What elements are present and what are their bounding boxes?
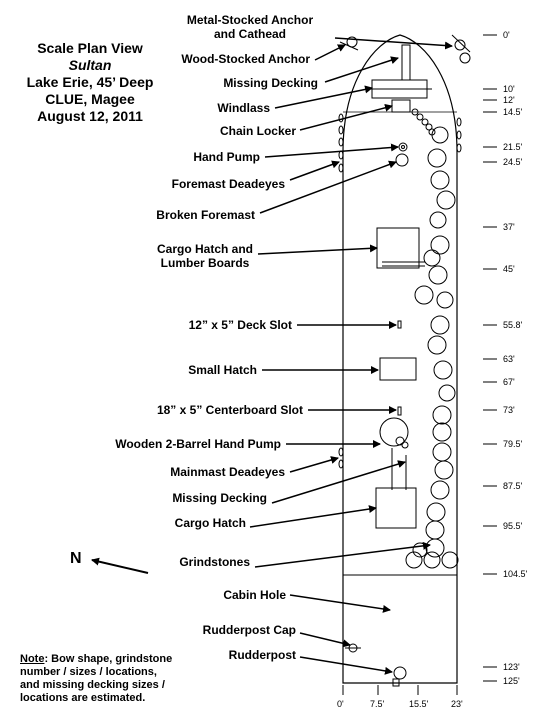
plan-title: Scale Plan View Sultan Lake Erie, 45’ De… — [10, 40, 170, 125]
title-line-5: August 12, 2011 — [37, 108, 143, 124]
label-wooden-pump: Wooden 2-Barrel Hand Pump — [115, 437, 281, 451]
label-cargo-hatch: Cargo Hatch — [174, 516, 246, 530]
rudderpost-drawing — [392, 666, 407, 687]
label-rudderpost-cap: Rudderpost Cap — [202, 623, 296, 637]
measurement-label: 37' — [503, 222, 515, 232]
wooden-pump-drawing — [379, 417, 409, 449]
label-cargo-hatch-lumber: Cargo Hatch and Lumber Boards — [150, 242, 260, 270]
north-label: N — [70, 550, 82, 567]
label-cargo-hatch-lumber-line-2: Lumber Boards — [160, 256, 250, 270]
label-chain-locker: Chain Locker — [219, 124, 296, 138]
scale-label: 7.5' — [370, 699, 385, 709]
chain-drawing — [411, 108, 436, 136]
measurement-label: 125' — [503, 676, 520, 686]
label-missing-decking-mid: Missing Decking — [172, 491, 267, 505]
title-line-2: Sultan — [68, 57, 112, 73]
north-arrow — [91, 557, 149, 574]
measurement-label: 21.5' — [503, 142, 523, 152]
label-centerboard-slot: 18” x 5” Centerboard Slot — [156, 403, 303, 417]
label-windlass: Windlass — [217, 101, 270, 115]
measurement-label: 45' — [503, 264, 515, 274]
grindstones-drawing — [405, 126, 459, 569]
label-metal-anchor-line-2: and Cathead — [213, 27, 286, 41]
scale-label: 23' — [451, 699, 463, 709]
deck-slot-drawing — [397, 320, 402, 329]
measurement-label: 123' — [503, 662, 520, 672]
label-broken-foremast: Broken Foremast — [156, 208, 255, 222]
windlass-drawing — [367, 44, 432, 113]
measurement-label: 10' — [503, 84, 515, 94]
measurement-label: 87.5' — [503, 481, 523, 491]
cargo-hatch-drawing — [375, 487, 417, 529]
label-small-hatch: Small Hatch — [188, 363, 257, 377]
measurement-label: 24.5' — [503, 157, 523, 167]
label-cargo-hatch-lumber-line-1: Cargo Hatch and — [156, 242, 253, 256]
centerboard-slot-drawing — [397, 406, 402, 416]
label-wood-anchor: Wood-Stocked Anchor — [181, 52, 310, 66]
label-foremast-deadeyes: Foremast Deadeyes — [171, 177, 285, 191]
hull-outline — [342, 34, 458, 684]
measurement-label: 63' — [503, 354, 515, 364]
small-hatch-drawing — [379, 357, 417, 381]
label-hand-pump: Hand Pump — [193, 150, 260, 164]
measurement-label: 79.5' — [503, 439, 523, 449]
measurement-label: 104.5' — [503, 569, 528, 579]
title-line-4: CLUE, Magee — [45, 91, 135, 107]
measurement-label: 73' — [503, 405, 515, 415]
note-text: : Bow shape, grindstone number / sizes /… — [20, 653, 173, 704]
hand-pump-drawing — [398, 142, 408, 152]
measurement-label: 14.5' — [503, 107, 523, 117]
measurement-label: 55.8' — [503, 320, 523, 330]
label-mainmast-deadeyes: Mainmast Deadeyes — [170, 465, 285, 479]
label-metal-anchor-line-1: Metal-Stocked Anchor — [186, 13, 314, 27]
scale-ticks — [342, 685, 458, 695]
leader-arrows — [249, 37, 453, 675]
measurement-label: 12' — [503, 95, 515, 105]
rudderpost-cap-drawing — [345, 643, 361, 653]
note-block: Note: Bow shape, grindstone number / siz… — [20, 653, 175, 705]
label-deck-slot: 12” x 5” Deck Slot — [188, 318, 292, 332]
wood-anchor-drawing — [339, 36, 359, 51]
label-rudderpost: Rudderpost — [228, 648, 296, 662]
label-metal-anchor: Metal-Stocked Anchor and Cathead — [150, 13, 350, 41]
scale-label: 0' — [337, 699, 344, 709]
label-missing-decking-bow: Missing Decking — [223, 76, 318, 90]
scale-label: 15.5' — [409, 699, 429, 709]
label-cabin-hole: Cabin Hole — [223, 588, 286, 602]
broken-foremast-drawing — [395, 153, 409, 167]
measurement-ticks — [483, 34, 497, 682]
note-heading: Note — [20, 653, 45, 665]
measurement-label: 95.5' — [503, 521, 523, 531]
title-line-3: Lake Erie, 45’ Deep — [26, 74, 154, 90]
label-grindstones: Grindstones — [179, 555, 250, 569]
measurement-label: 0' — [503, 30, 510, 40]
title-line-1: Scale Plan View — [37, 40, 143, 56]
metal-anchor-drawing — [451, 34, 471, 64]
measurement-label: 67' — [503, 377, 515, 387]
